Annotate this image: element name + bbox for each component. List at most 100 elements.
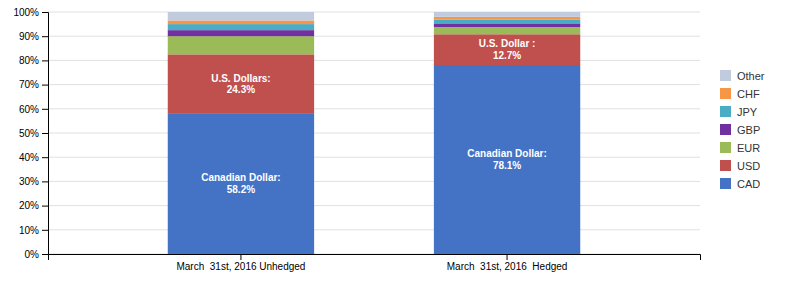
series: [168, 20, 580, 30]
bar-label: U.S. Dollars:24.3%: [211, 73, 270, 96]
bars: [168, 12, 580, 254]
y-tick-mark: [42, 109, 48, 110]
legend-label: Other: [737, 70, 765, 82]
bar: [168, 24, 314, 30]
bar: [168, 12, 314, 20]
y-tick-label: 20%: [19, 200, 39, 211]
bar: [434, 17, 580, 20]
legend-label: CAD: [737, 178, 760, 190]
y-tick: 100%: [13, 7, 48, 18]
legend-item: JPY: [720, 106, 758, 118]
legend-item: CHF: [720, 88, 760, 100]
bar-label-line: Canadian Dollar:: [201, 172, 280, 183]
legend-swatch: [720, 106, 731, 117]
y-axis: 0% 10% 20% 30% 40% 50% 60% 70% 80% 90% 100%: [13, 7, 48, 260]
x-tick: March 31st, 2016 Unhedged: [176, 254, 305, 272]
bar: [434, 65, 580, 254]
legend-item: EUR: [720, 142, 760, 154]
bar-label-line: 58.2%: [227, 184, 255, 195]
x-tick-label: March 31st, 2016 Unhedged: [176, 261, 305, 272]
y-tick-label: 10%: [19, 225, 39, 236]
y-tick-mark: [42, 230, 48, 231]
y-tick: 50%: [19, 128, 48, 139]
y-tick: 80%: [19, 55, 48, 66]
bar: [434, 23, 580, 27]
bar-label-line: 24.3%: [227, 84, 255, 95]
y-tick: 20%: [19, 200, 48, 211]
legend-label: CHF: [737, 88, 760, 100]
y-tick-mark: [42, 60, 48, 61]
y-tick-mark: [42, 157, 48, 158]
y-tick-mark: [42, 36, 48, 37]
grid-line: [48, 108, 700, 109]
legend-item: Other: [720, 70, 765, 82]
legend-swatch: [720, 88, 731, 99]
y-tick-mark: [42, 12, 48, 13]
y-tick-label: 100%: [13, 7, 39, 18]
bar: [434, 20, 580, 24]
legend-label: JPY: [737, 106, 758, 118]
legend-label: EUR: [737, 142, 760, 154]
y-tick-mark: [42, 133, 48, 134]
y-tick: 70%: [19, 79, 48, 90]
y-tick: 30%: [19, 176, 48, 187]
bar: [168, 30, 314, 36]
x-tick: March 31st, 2016 Hedged: [447, 254, 568, 272]
bar-label: Canadian Dollar:58.2%: [201, 172, 280, 195]
legend-item: CAD: [720, 178, 760, 190]
legend-label: USD: [737, 160, 760, 172]
legend-swatch: [720, 178, 731, 189]
legend-item: GBP: [720, 124, 760, 136]
x-axis: March 31st, 2016 Unhedged March 31st, 201…: [49, 254, 701, 272]
bar: [168, 54, 314, 113]
grid-line: [48, 181, 700, 182]
y-tick: 40%: [19, 152, 48, 163]
y-axis-line: [42, 13, 49, 255]
grid-line: [48, 229, 700, 230]
y-tick-label: 50%: [19, 128, 39, 139]
y-tick: 0%: [25, 249, 48, 260]
chart: 0% 10% 20% 30% 40% 50% 60% 70% 80% 90% 100% March 3…: [0, 0, 800, 284]
legend-swatch: [720, 124, 731, 135]
y-tick: 10%: [19, 225, 48, 236]
y-tick-mark: [42, 254, 48, 255]
bar: [168, 113, 314, 254]
bar: [434, 27, 580, 34]
bar-label-line: U.S. Dollar :: [479, 38, 536, 49]
grid-line: [48, 205, 700, 206]
legend-item: USD: [720, 160, 760, 172]
bar-label-line: U.S. Dollars:: [211, 73, 270, 84]
grid-line: [48, 133, 700, 134]
grid-line: [48, 84, 700, 85]
y-tick-label: 70%: [19, 79, 39, 90]
y-tick-label: 0%: [25, 249, 40, 260]
legend-label: GBP: [737, 124, 760, 136]
grid-line: [48, 36, 700, 37]
x-tick-mark: [507, 254, 508, 260]
bar-label-line: 78.1%: [493, 160, 521, 171]
plot: 0% 10% 20% 30% 40% 50% 60% 70% 80% 90% 100% March 3…: [13, 7, 700, 272]
grid: [48, 12, 700, 254]
bar-label: Canadian Dollar:78.1%: [467, 148, 546, 171]
series: [168, 65, 580, 254]
legend-swatch: [720, 70, 731, 81]
legend-swatch: [720, 160, 731, 171]
y-tick-mark: [42, 206, 48, 207]
y-tick-label: 30%: [19, 176, 39, 187]
grid-line: [48, 60, 700, 61]
bar: [434, 12, 580, 17]
y-tick: 90%: [19, 31, 48, 42]
grid-line: [48, 12, 700, 13]
grid-line: [48, 157, 700, 158]
bar-label-line: 12.7%: [493, 50, 521, 61]
y-tick-label: 40%: [19, 152, 39, 163]
bar: [168, 20, 314, 24]
y-tick-label: 60%: [19, 104, 39, 115]
x-tick-label: March 31st, 2016 Hedged: [447, 261, 568, 272]
y-tick-mark: [42, 85, 48, 86]
series: [168, 34, 580, 113]
bar-label-line: Canadian Dollar:: [467, 148, 546, 159]
annotations: Canadian Dollar:58.2%U.S. Dollars:24.3%C…: [201, 38, 547, 194]
bar: [434, 34, 580, 65]
y-tick-mark: [42, 181, 48, 182]
